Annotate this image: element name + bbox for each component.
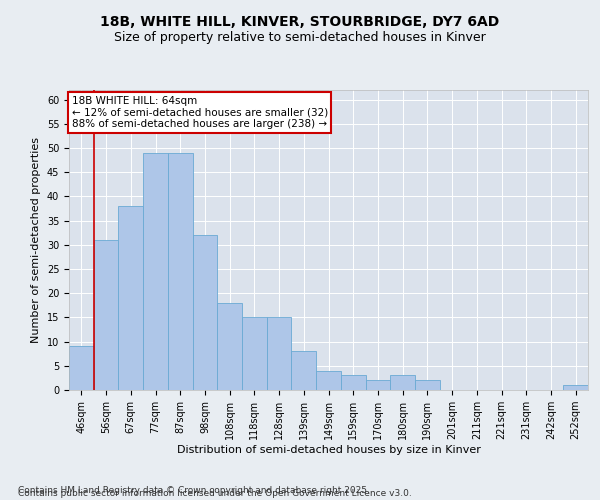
Text: Size of property relative to semi-detached houses in Kinver: Size of property relative to semi-detach… [114, 31, 486, 44]
Text: 18B, WHITE HILL, KINVER, STOURBRIDGE, DY7 6AD: 18B, WHITE HILL, KINVER, STOURBRIDGE, DY… [100, 16, 500, 30]
Bar [94, 240, 118, 390]
Y-axis label: Number of semi-detached properties: Number of semi-detached properties [31, 137, 41, 343]
Text: 18B WHITE HILL: 64sqm
← 12% of semi-detached houses are smaller (32)
88% of semi: 18B WHITE HILL: 64sqm ← 12% of semi-deta… [71, 96, 328, 129]
Bar [365, 380, 390, 390]
Bar [316, 370, 341, 390]
Bar [390, 376, 415, 390]
Text: Contains public sector information licensed under the Open Government Licence v3: Contains public sector information licen… [18, 488, 412, 498]
Text: Contains HM Land Registry data © Crown copyright and database right 2025.: Contains HM Land Registry data © Crown c… [18, 486, 370, 495]
Bar [118, 206, 143, 390]
Bar [415, 380, 440, 390]
Bar [69, 346, 94, 390]
Bar [193, 235, 217, 390]
Bar [143, 153, 168, 390]
Bar [168, 153, 193, 390]
Bar [267, 318, 292, 390]
Bar [341, 376, 365, 390]
Bar [292, 352, 316, 390]
Bar [563, 385, 588, 390]
Bar [217, 303, 242, 390]
X-axis label: Distribution of semi-detached houses by size in Kinver: Distribution of semi-detached houses by … [176, 445, 481, 455]
Bar [242, 318, 267, 390]
